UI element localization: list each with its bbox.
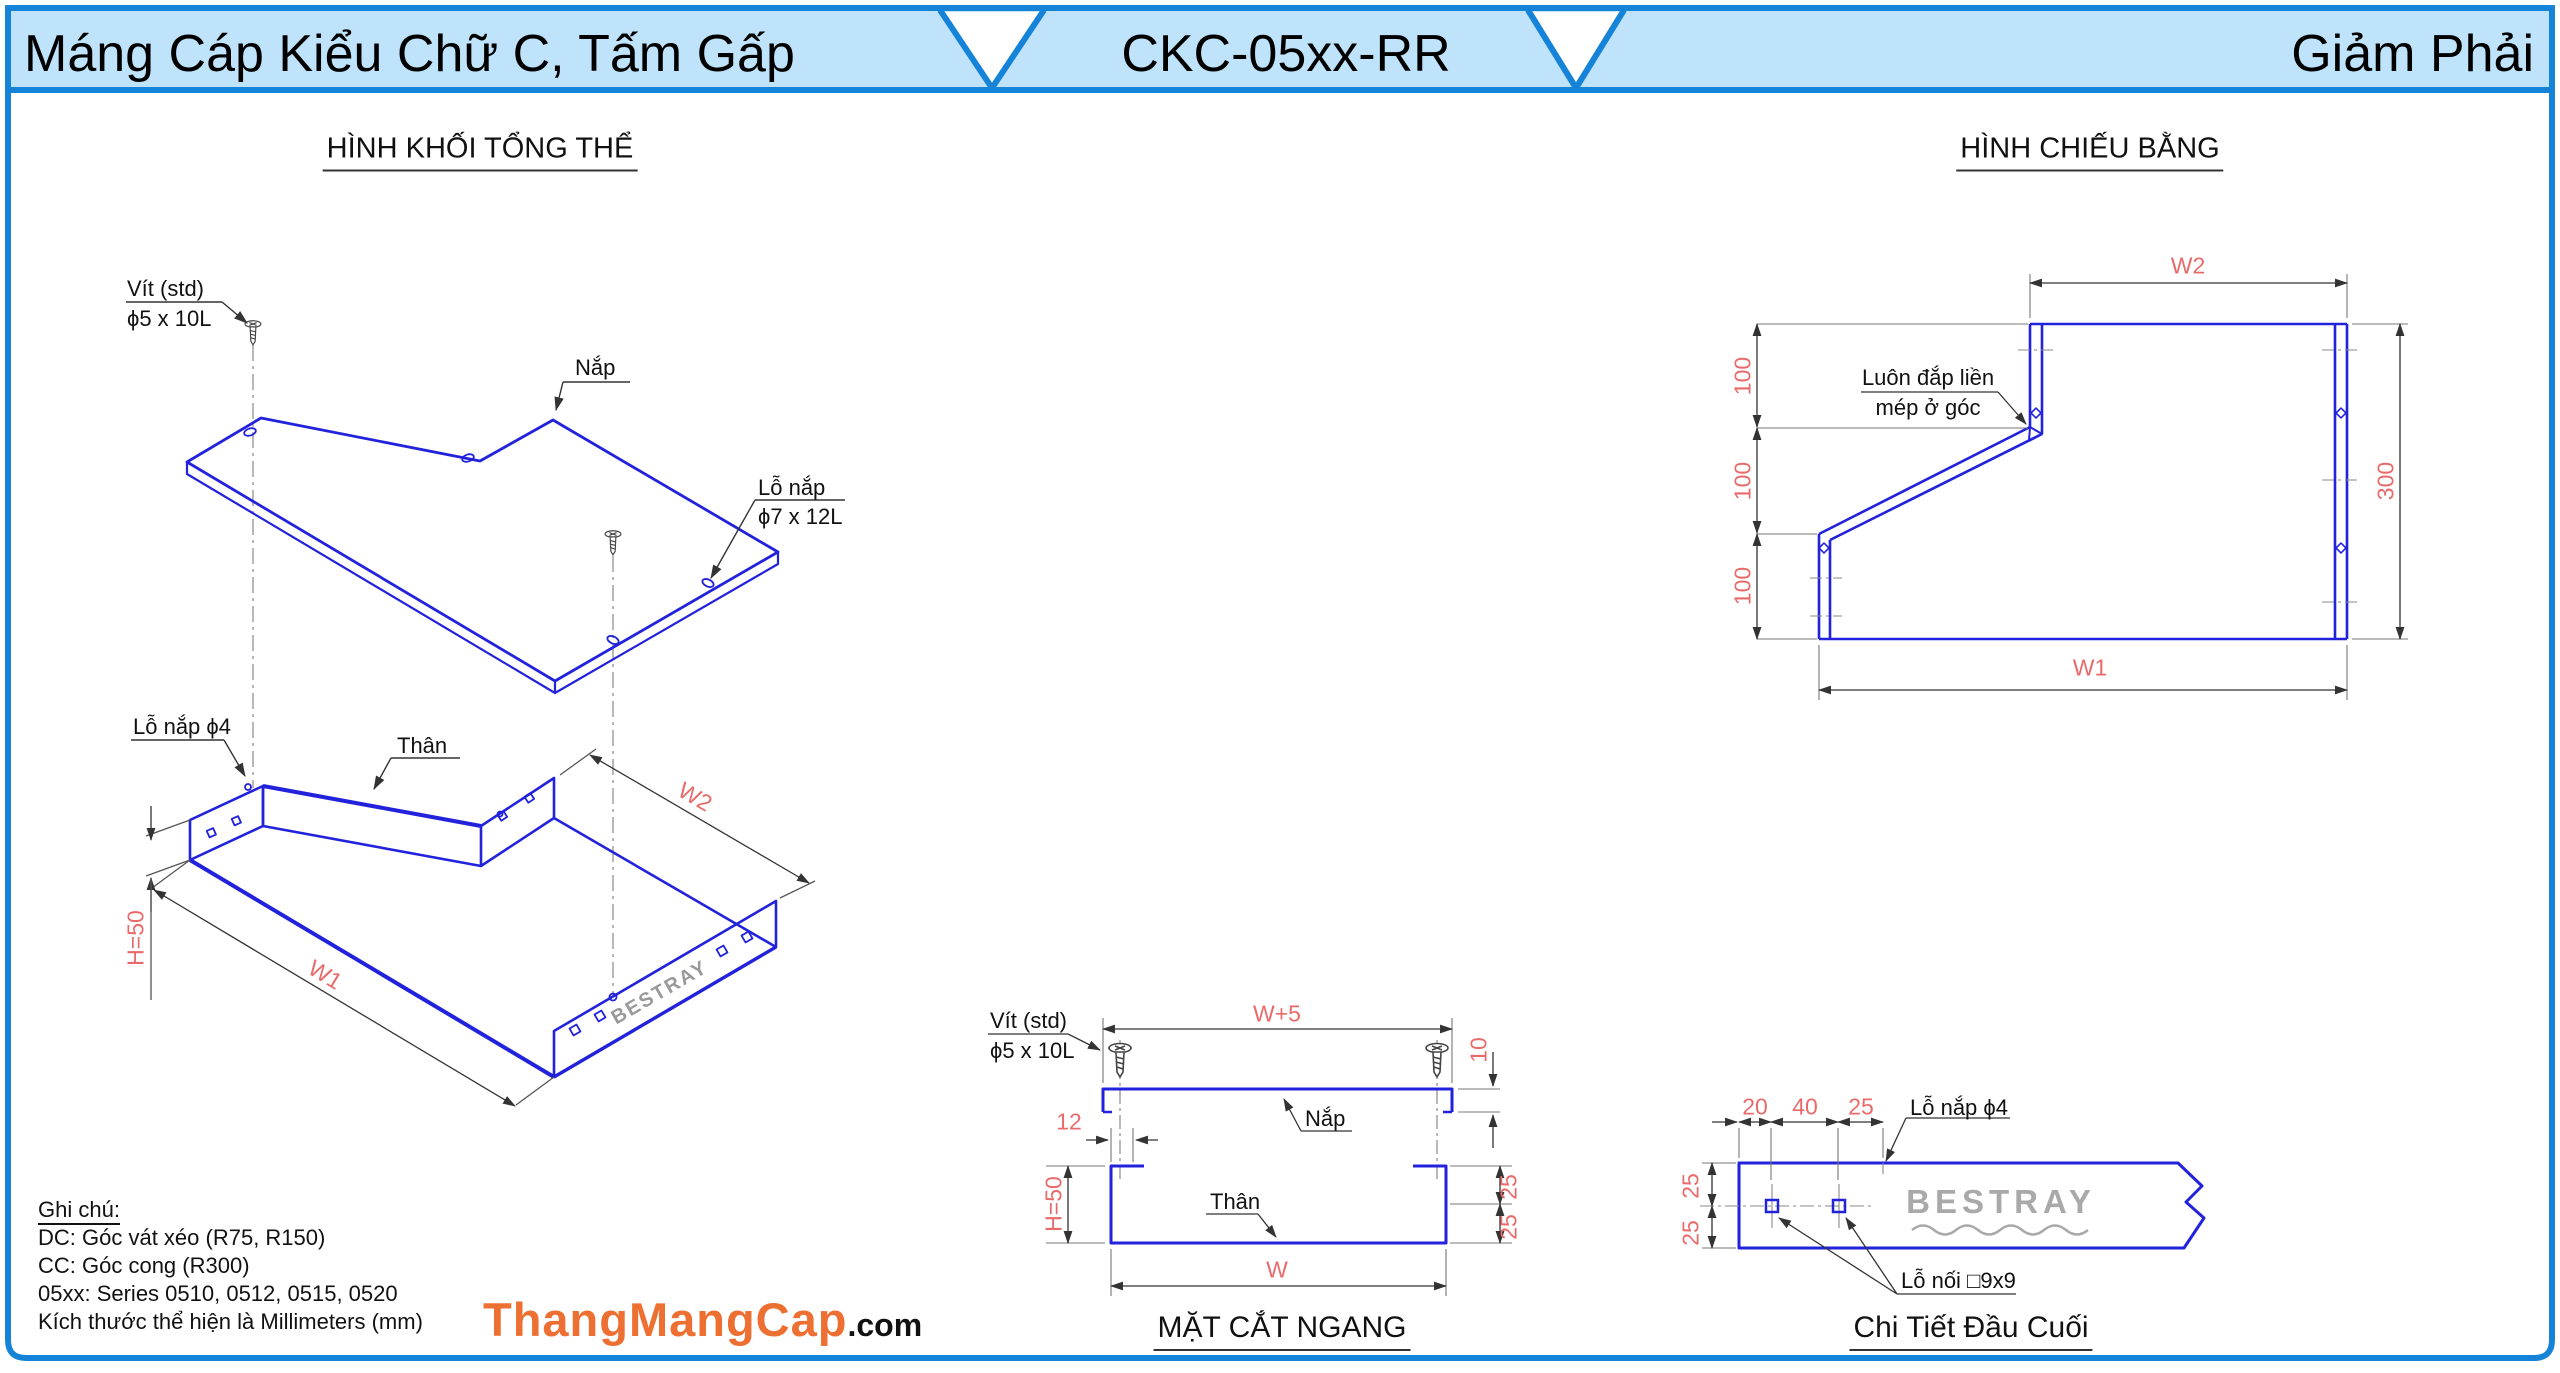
bestray-underline-squiggle: [1911, 1224, 2089, 1236]
screw-label-line2: ϕ5 x 10L: [127, 306, 212, 331]
notes-block: Ghi chú: DC: Góc vát xéo (R75, R150) CC:…: [38, 1196, 423, 1336]
cover-hole4-label: Lỗ nắp ϕ4: [133, 714, 231, 739]
end-detail-title: Chi Tiết Đầu Cuối: [1849, 1311, 2093, 1351]
note-line: Kích thước thể hiện là Millimeters (mm): [38, 1309, 423, 1334]
plan-view-title: HÌNH CHIẾU BẰNG: [1956, 133, 2224, 172]
sheet-title: Máng Cáp Kiểu Chữ C, Tấm Gấp: [24, 25, 795, 83]
iso-dim-h50: H=50: [122, 910, 149, 966]
note-line: DC: Góc vát xéo (R75, R150): [38, 1225, 326, 1250]
note-line: CC: Góc cong (R300): [38, 1253, 250, 1278]
detail-dim-25b: 25: [1677, 1220, 1704, 1246]
cover-label: Nắp: [575, 355, 616, 380]
xsec-dim-w: W: [1266, 1256, 1288, 1283]
cover-hole-label-line1: Lỗ nắp: [758, 475, 826, 500]
plan-dim-w1: W1: [2072, 654, 2108, 681]
xsec-screw-label-line2: ϕ5 x 10L: [990, 1038, 1075, 1063]
xsec-dim-12: 12: [1056, 1108, 1082, 1135]
iso-view-title: HÌNH KHỐI TỔNG THỂ: [322, 133, 638, 172]
plan-dim-100c: 100: [1729, 566, 1756, 606]
screw-label-line1: Vít (std): [127, 276, 205, 301]
detail-dim-25top: 25: [1848, 1093, 1874, 1120]
note-line: 05xx: Series 0510, 0512, 0515, 0520: [38, 1281, 398, 1306]
detail-cover-hole-label: Lỗ nắp ϕ4: [1910, 1095, 2008, 1120]
brand-logo-name: ThangMangCap: [483, 1293, 848, 1346]
iso-view: [126, 301, 845, 1107]
plan-dim-w2: W2: [2170, 252, 2206, 279]
weld-note-line1: Luôn đắp liền: [1861, 365, 1995, 390]
bestray-logo-detail: BESTRAY: [1906, 1183, 2096, 1220]
xsec-screw-label-line1: Vít (std): [990, 1008, 1068, 1033]
xsec-dim-25a: 25: [1495, 1174, 1522, 1200]
iso-cover: [185, 416, 780, 695]
variant-title: Giảm Phải: [2291, 25, 2534, 83]
detail-joint-hole-label: Lỗ nối □9x9: [1901, 1268, 2016, 1293]
cover-hole-label-line2: ϕ7 x 12L: [758, 504, 843, 529]
detail-dim-25a: 25: [1677, 1173, 1704, 1199]
cross-section-title: MẶT CẮT NGANG: [1153, 1311, 1411, 1351]
iso-body: [188, 776, 778, 1079]
plan-view: [1752, 274, 2408, 700]
brand-logo-tld: .com: [847, 1307, 923, 1343]
detail-dim-20: 20: [1742, 1093, 1768, 1120]
xsec-body-label: Thân: [1210, 1189, 1261, 1214]
xsec-cover-label: Nắp: [1305, 1106, 1346, 1131]
header-band: [5, 5, 2555, 93]
brand-logo: ThangMangCap.com: [483, 1292, 922, 1347]
detail-dim-40: 40: [1792, 1093, 1818, 1120]
weld-note-line2: mép ở góc: [1875, 395, 1981, 420]
header-notch-right: [1528, 12, 1624, 88]
xsec-dim-10: 10: [1465, 1037, 1492, 1063]
plan-dim-100a: 100: [1729, 356, 1756, 396]
sheet-frame: [5, 87, 2555, 1361]
xsec-dim-25b: 25: [1495, 1214, 1522, 1240]
end-detail-view: [1700, 1117, 2206, 1295]
xsec-dim-w5: W+5: [1253, 1000, 1301, 1027]
body-label: Thân: [397, 733, 448, 758]
cross-section-view: [988, 1018, 1512, 1296]
xsec-dim-h50: H=50: [1040, 1176, 1067, 1232]
header-notch-left: [940, 12, 1044, 88]
plan-dim-300: 300: [2372, 461, 2399, 501]
plan-dim-100b: 100: [1729, 461, 1756, 501]
notes-heading: Ghi chú:: [38, 1197, 120, 1225]
model-code: CKC-05xx-RR: [1121, 25, 1451, 83]
